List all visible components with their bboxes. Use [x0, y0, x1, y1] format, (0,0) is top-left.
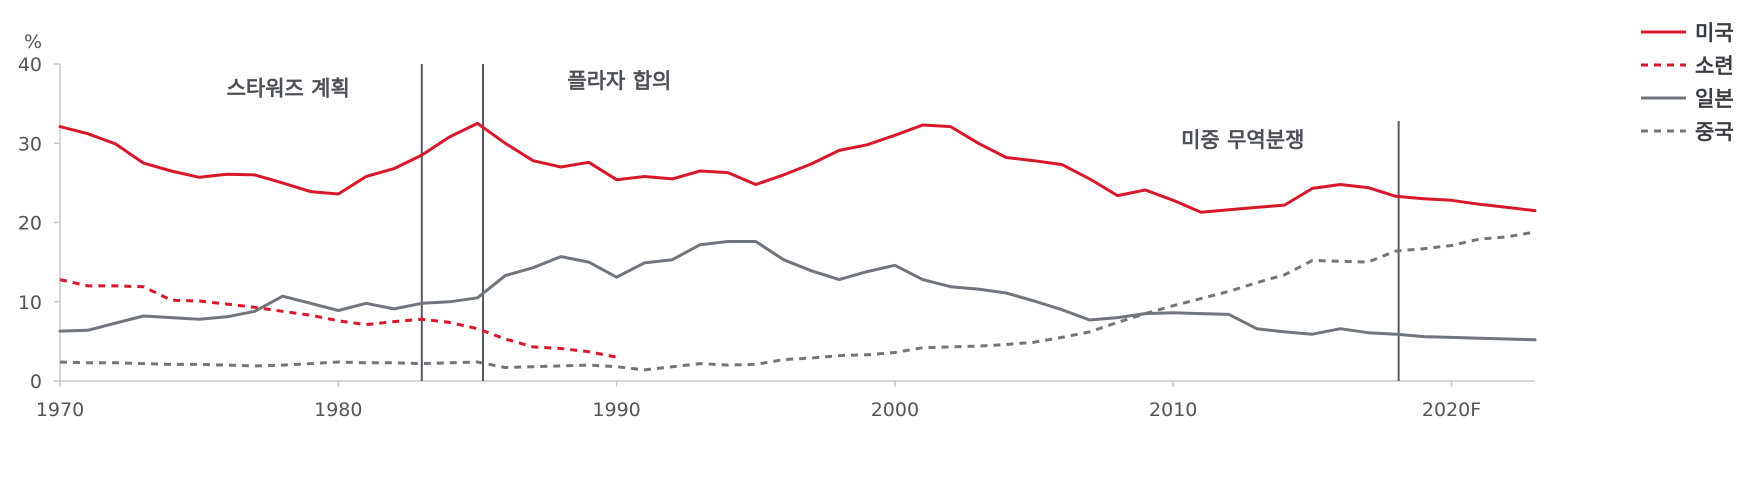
x-tick-label: 1990: [592, 399, 640, 421]
legend-label: 중국: [1695, 120, 1734, 144]
y-tick-label: 30: [18, 133, 42, 155]
x-tick-label: 2010: [1149, 399, 1197, 421]
series-line: [58, 240, 1537, 342]
series-lines: [58, 121, 1537, 372]
series-line: [59, 230, 1536, 372]
x-tick-label: 1980: [314, 399, 362, 421]
event-annotation: 미중 무역분쟁: [1181, 128, 1304, 152]
x-tick-label: 2000: [871, 399, 919, 421]
legend-label: 소련: [1695, 54, 1734, 78]
x-tick-label: 1970: [36, 399, 84, 421]
event-annotation: 스타워즈 계획: [227, 77, 350, 101]
series-line: [59, 278, 617, 359]
event-annotation: 플라자 합의: [567, 69, 671, 93]
y-tick-label: 10: [18, 292, 42, 314]
legend-label: 일본: [1695, 87, 1734, 111]
x-tick-label: 2020F: [1422, 399, 1481, 421]
y-tick-label: 40: [18, 54, 42, 76]
ticks: 0 10 20 30 40 1970 1980 1990 2000 2010 2020F: [18, 54, 1481, 421]
legend-label: 미국: [1695, 21, 1734, 45]
series-line: [58, 121, 1537, 214]
y-tick-label: 0: [30, 371, 42, 393]
y-axis-unit: %: [24, 31, 42, 53]
y-tick-label: 20: [18, 213, 42, 235]
